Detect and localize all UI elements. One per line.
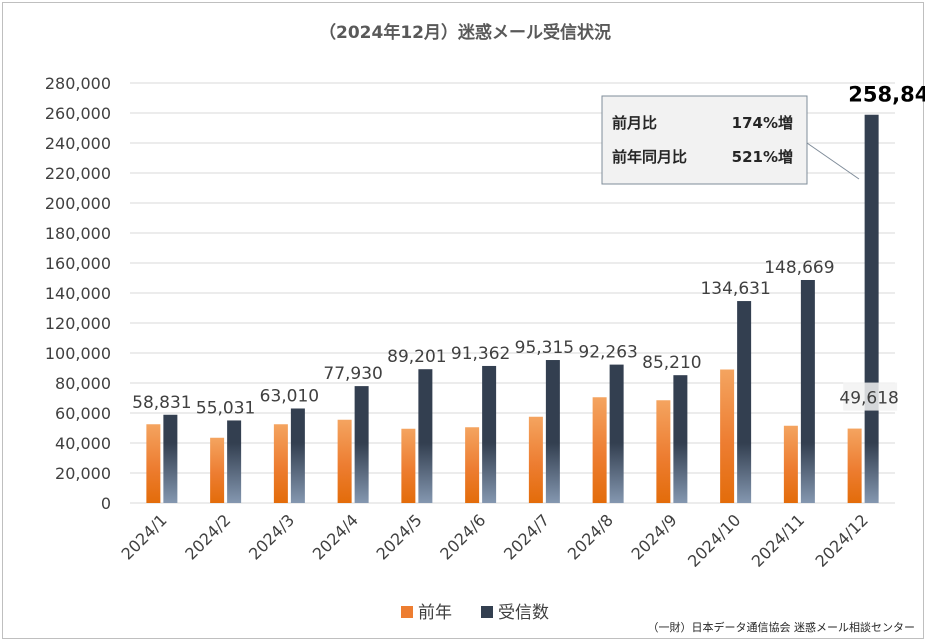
y-tick-label: 100,000 [45,344,111,363]
bar-received [800,279,815,503]
bar-chart: （2024年12月）迷惑メール受信状況 0 20,000 40,000 60,000 8… [45,22,925,634]
data-label: 55,031 [196,398,255,418]
data-label: 85,210 [642,353,701,373]
bar-received [290,408,305,503]
legend-label-received: 受信数 [498,603,549,623]
bars [146,114,879,503]
x-tick-label: 2024/5 [372,510,425,563]
y-tick-label: 260,000 [45,104,111,123]
callout-row2-label: 前年同月比 [612,148,687,166]
bar-received [418,369,433,503]
data-label: 77,930 [323,364,382,384]
x-tick-label: 2024/1 [117,510,170,563]
callout-box: 前月比 174%増 前年同月比 521%増 [601,95,860,185]
data-label: 63,010 [260,386,319,406]
bar-prev-year [528,416,543,503]
data-label-max: 258,846 [848,83,925,107]
data-label: 58,831 [132,393,191,413]
x-tick-label: 2024/2 [181,510,234,563]
data-label-prev-year: 49,618 [839,389,898,409]
bar-received [609,364,624,503]
x-axis-ticks: 2024/1 2024/2 2024/3 2024/4 2024/5 2024/6 2024… [117,510,871,570]
x-tick-label: 2024/8 [564,510,617,563]
legend-swatch-received [481,606,493,618]
x-tick-label: 2024/3 [245,510,298,563]
y-tick-label: 120,000 [45,314,111,333]
y-tick-label: 220,000 [45,164,111,183]
x-tick-label: 2024/9 [627,510,680,563]
data-label: 91,362 [451,344,510,364]
y-tick-label: 280,000 [45,74,111,93]
data-label: 89,201 [387,347,446,367]
bar-prev-year [146,424,161,503]
bar-prev-year [273,424,288,503]
data-label: 134,631 [700,279,770,299]
y-tick-label: 180,000 [45,224,111,243]
bar-received [163,414,178,503]
bar-received [673,375,688,503]
bar-received [227,420,242,503]
callout-row2-value: 521%増 [732,148,793,166]
y-tick-label: 60,000 [55,404,111,423]
bar-received [864,114,879,503]
bar-received [482,365,497,503]
x-tick-label: 2024/7 [500,510,553,563]
callout-leader-line [806,142,860,180]
bar-prev-year [720,369,735,503]
bar-prev-year [783,425,798,503]
bar-prev-year [465,427,480,503]
bar-prev-year [847,428,862,503]
callout-row1-value: 174%増 [732,114,793,132]
data-label: 95,315 [515,338,574,358]
prev-year-label-backdrop [843,382,898,411]
bar-prev-year [656,400,671,503]
y-tick-label: 160,000 [45,254,111,273]
y-tick-label: 40,000 [55,434,111,453]
x-tick-label: 2024/10 [684,510,744,570]
legend: 前年 受信数 [401,603,549,623]
y-tick-label: 80,000 [55,374,111,393]
bar-received [545,360,560,503]
y-tick-label: 20,000 [55,464,111,483]
bar-prev-year [210,437,225,503]
bar-prev-year [337,419,352,503]
y-tick-label: 0 [101,494,111,513]
source-credit: （一財）日本データ通信協会 迷惑メール相談センター [648,620,916,634]
x-tick-label: 2024/6 [436,510,489,563]
x-tick-label: 2024/11 [748,510,808,570]
bar-prev-year [592,397,607,503]
legend-swatch-prev-year [401,606,413,618]
legend-label-prev-year: 前年 [418,603,452,623]
data-label: 92,263 [578,343,637,363]
data-label: 148,669 [764,258,834,278]
bar-received [354,386,369,503]
callout-row1-label: 前月比 [612,114,657,132]
bar-received [737,301,752,503]
x-tick-label: 2024/12 [812,510,872,570]
y-axis-ticks: 0 20,000 40,000 60,000 80,000 100,000 120,000 1… [45,74,111,513]
bar-prev-year [401,428,416,503]
y-tick-label: 240,000 [45,134,111,153]
x-tick-label: 2024/4 [309,510,362,563]
chart-title: （2024年12月）迷惑メール受信状況 [319,22,611,43]
callout-background [601,95,808,185]
y-tick-label: 140,000 [45,284,111,303]
y-tick-label: 200,000 [45,194,111,213]
